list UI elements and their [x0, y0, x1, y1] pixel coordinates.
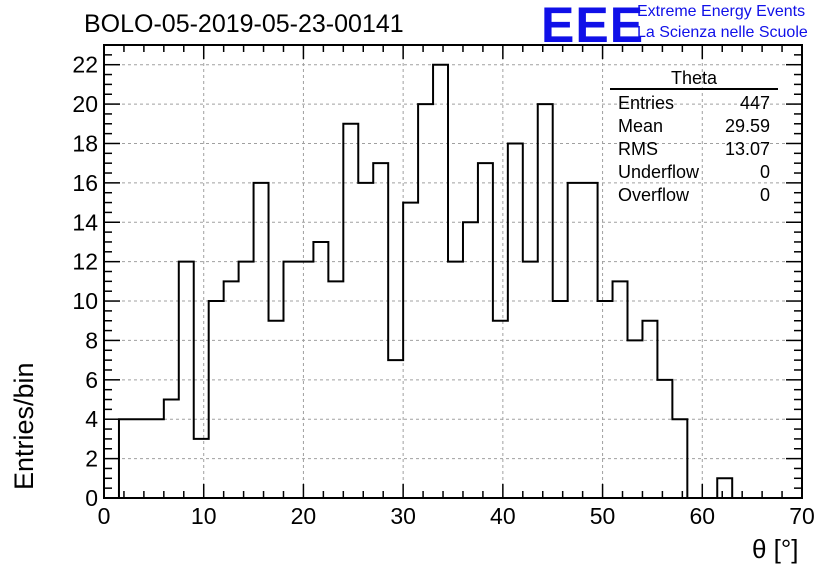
chart-title: BOLO-05-2019-05-23-00141: [84, 10, 404, 38]
y-axis-label: Entries/bin: [9, 362, 39, 490]
histogram-bin: [613, 281, 628, 498]
y-tick-label: 22: [72, 52, 98, 78]
axes: [103, 44, 803, 499]
stats-value: 447: [739, 93, 770, 113]
histogram-bin: [328, 281, 343, 498]
y-tick-label: 20: [72, 91, 98, 117]
x-tick-label: 20: [291, 503, 317, 529]
histogram-bin: [463, 222, 478, 498]
histogram-bin: [493, 321, 508, 498]
stats-row-underflow: Underflow 0: [610, 161, 778, 184]
stats-value: 29.59: [724, 116, 770, 136]
histogram-bin: [717, 478, 732, 498]
histogram-bin: [194, 439, 209, 498]
y-tick-label: 16: [72, 170, 98, 196]
stats-row-rms: RMS 13.07: [610, 138, 778, 161]
brand-line-2: La Scienza nelle Scuole: [637, 24, 808, 41]
y-tick-label: 6: [85, 367, 98, 393]
x-tick-label: 10: [191, 503, 217, 529]
grid-lines: [104, 45, 802, 498]
histogram-bin: [388, 360, 403, 498]
y-tick-label: 12: [72, 249, 98, 275]
tick-labels: 0 10 20 30 40 50 60 70 0 2 4 6 8 10 12 14 16 18 20 22: [72, 52, 814, 529]
histogram-bin: [269, 321, 284, 498]
histogram-bin: [224, 281, 239, 498]
histogram-bin: [598, 301, 613, 498]
histogram-bin: [239, 262, 254, 498]
stats-label: Entries: [618, 93, 675, 113]
y-tick-label: 18: [72, 130, 98, 156]
x-tick-label: 60: [689, 503, 715, 529]
x-axis-label: θ [°]: [752, 534, 799, 564]
x-tick-label: 50: [590, 503, 616, 529]
stats-box: Theta Entries 447 Mean 29.59 RMS 13.07 U…: [610, 68, 778, 207]
x-tick-label: 30: [390, 503, 416, 529]
brand-line-1: Extreme Energy Events: [637, 3, 806, 20]
y-tick-label: 10: [72, 288, 98, 314]
stats-label: Mean: [618, 116, 664, 136]
stats-row-mean: Mean 29.59: [610, 115, 778, 138]
stats-title: Theta: [610, 68, 778, 90]
y-tick-label: 4: [85, 406, 98, 432]
stats-value: 0: [759, 185, 770, 205]
stats-label: RMS: [618, 139, 658, 159]
histogram-bin: [149, 419, 164, 498]
x-tick-label: 0: [98, 503, 111, 529]
histogram-bin: [119, 419, 134, 498]
histogram-bin: [164, 400, 179, 498]
y-tick-label: 8: [85, 327, 98, 353]
eee-logo: EEE: [541, 0, 645, 53]
histogram-bin: [553, 301, 568, 498]
stats-label: Underflow: [618, 162, 700, 182]
histogram-bin: [657, 380, 672, 498]
histogram-bin: [313, 242, 328, 498]
x-tick-label: 40: [490, 503, 516, 529]
stats-row-overflow: Overflow 0: [610, 184, 778, 207]
histogram-bin: [433, 65, 448, 498]
histogram-bin: [403, 203, 418, 498]
y-tick-label: 14: [72, 209, 98, 235]
stats-value: 13.07: [724, 139, 770, 159]
x-tick-label: 70: [789, 503, 815, 529]
y-tick-label: 2: [85, 446, 98, 472]
histogram-bin: [373, 163, 388, 498]
stats-row-entries: Entries 447: [610, 92, 778, 115]
y-tick-label: 0: [85, 485, 98, 511]
stats-value: 0: [759, 162, 770, 182]
histogram-bin: [298, 262, 313, 498]
stats-label: Overflow: [618, 185, 690, 205]
y-axis-label-wrap: Entries/bin: [9, 290, 39, 490]
histogram-outline: [117, 63, 748, 499]
histogram-bin: [209, 301, 224, 498]
histogram-bin: [478, 163, 493, 498]
histogram-bin: [642, 321, 657, 498]
histogram-bin: [343, 124, 358, 498]
histogram-bin: [508, 143, 523, 498]
histogram-bars: [117, 63, 748, 499]
histogram-bin: [179, 262, 194, 498]
